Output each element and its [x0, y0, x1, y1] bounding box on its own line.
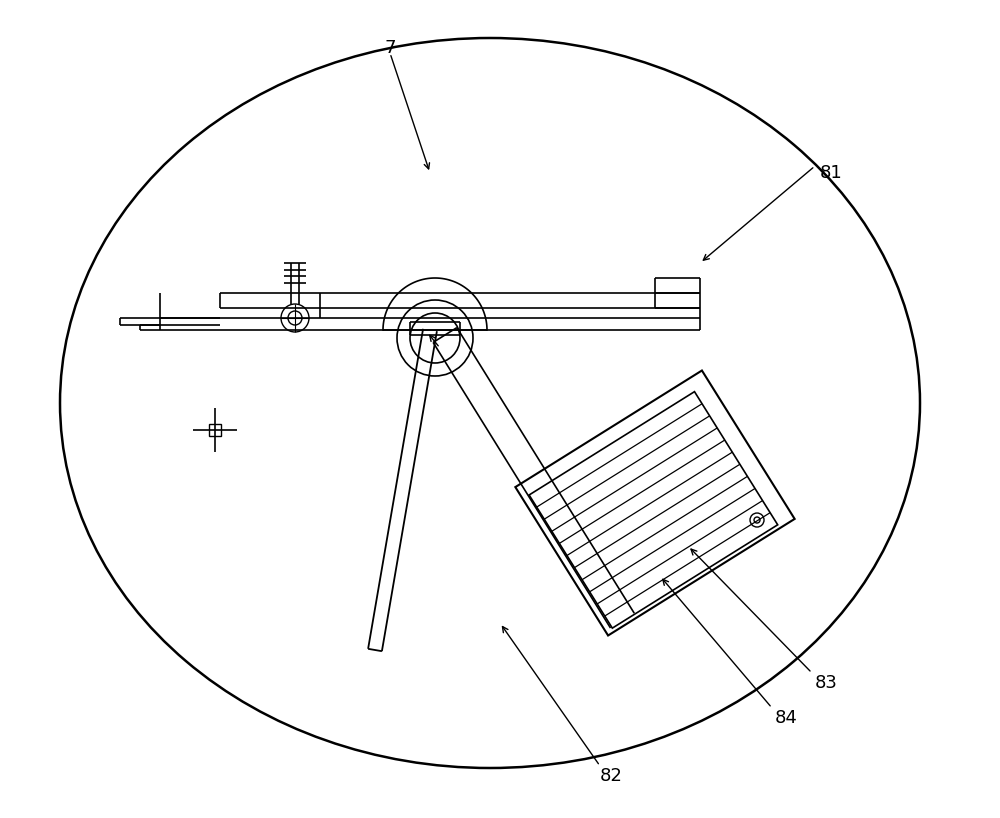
Text: 84: 84 — [775, 709, 798, 727]
Text: 82: 82 — [600, 767, 623, 785]
Text: 7: 7 — [385, 39, 396, 57]
Text: 81: 81 — [820, 164, 843, 182]
Bar — [209, 424, 221, 436]
Text: 83: 83 — [815, 674, 838, 692]
